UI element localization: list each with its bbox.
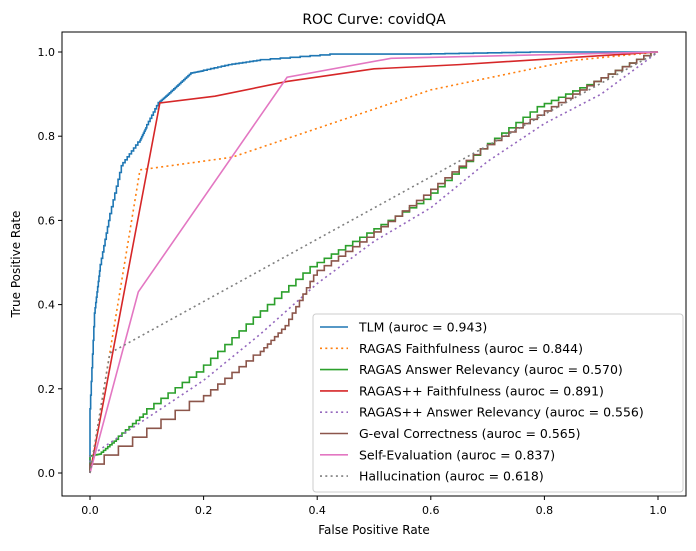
y-tick-label: 0.6	[38, 214, 56, 227]
legend-label: RAGAS++ Answer Relevancy (auroc = 0.556)	[359, 405, 644, 420]
x-tick-label: 0.4	[308, 504, 326, 517]
x-tick-label: 0.0	[81, 504, 99, 517]
y-tick-label: 0.2	[38, 383, 56, 396]
x-axis-label: False Positive Rate	[318, 523, 430, 537]
x-tick-label: 0.6	[422, 504, 440, 517]
series-line-5	[89, 51, 658, 473]
legend-label: RAGAS Answer Relevancy (auroc = 0.570)	[359, 362, 623, 377]
legend-label: Self-Evaluation (auroc = 0.837)	[359, 447, 555, 462]
x-tick-label: 0.8	[536, 504, 554, 517]
legend-box	[312, 313, 684, 493]
x-tick-label: 1.0	[649, 504, 667, 517]
y-tick-label: 0.0	[38, 467, 56, 480]
y-tick-label: 0.4	[38, 299, 56, 312]
series-line-6	[89, 51, 659, 474]
plot-frame	[61, 31, 687, 497]
series-line-1	[89, 51, 659, 474]
legend-label: RAGAS Faithfulness (auroc = 0.844)	[359, 341, 583, 356]
y-tick-label: 1.0	[38, 46, 56, 59]
x-tick-label: 0.2	[195, 504, 213, 517]
legend-label: G-eval Correctness (auroc = 0.565)	[359, 426, 581, 441]
legend-label: Hallucination (auroc = 0.618)	[359, 469, 544, 484]
chart-title: ROC Curve: covidQA	[302, 12, 446, 28]
legend-label: TLM (auroc = 0.943)	[358, 320, 487, 335]
y-axis-label: True Positive Rate	[9, 211, 23, 319]
series-line-2	[89, 51, 658, 473]
series-line-3	[89, 51, 659, 474]
legend: TLM (auroc = 0.943) RAGAS Faithfulness (a…	[312, 313, 684, 493]
legend-label: RAGAS++ Faithfulness (auroc = 0.891)	[359, 383, 604, 398]
y-tick-label: 0.8	[38, 130, 56, 143]
series-line-0	[89, 51, 658, 473]
